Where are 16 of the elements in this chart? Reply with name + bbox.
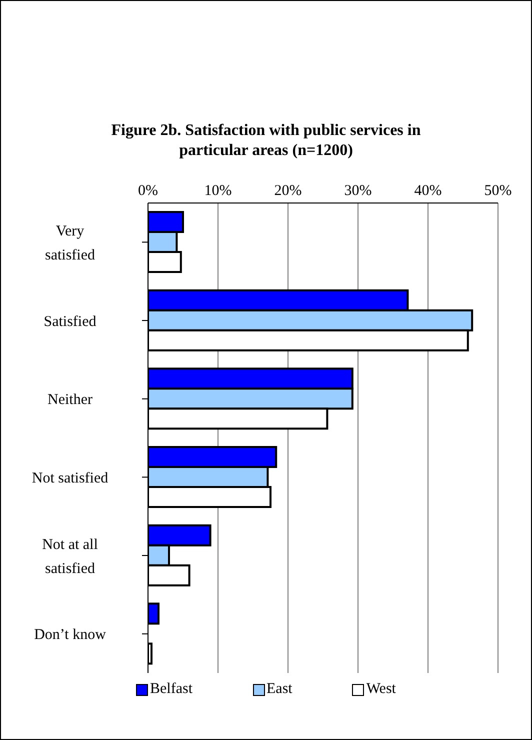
x-tick-label: 0% <box>138 183 158 199</box>
y-tick-label: Don’t know <box>34 627 106 644</box>
legend-label: East <box>266 681 292 698</box>
y-tick-label: Very satisfied <box>45 223 96 264</box>
x-tick-label: 40% <box>414 183 442 199</box>
x-tick-label: 30% <box>344 183 372 199</box>
x-tick-label: 10% <box>204 183 232 199</box>
chart-title: Figure 2b. Satisfaction with public services in particular areas (n=1200) <box>110 121 422 161</box>
x-tick-label: 50% <box>484 183 512 199</box>
x-tick-label: 20% <box>274 183 302 199</box>
legend-label: Belfast <box>150 681 193 698</box>
y-tick-label: Not satisfied <box>32 470 109 486</box>
y-tick-label: Neither <box>48 392 92 408</box>
y-tick-label: Satisfied <box>44 314 97 330</box>
y-tick-label: Not at all satisfied <box>42 536 98 577</box>
legend-label: West <box>366 681 396 698</box>
